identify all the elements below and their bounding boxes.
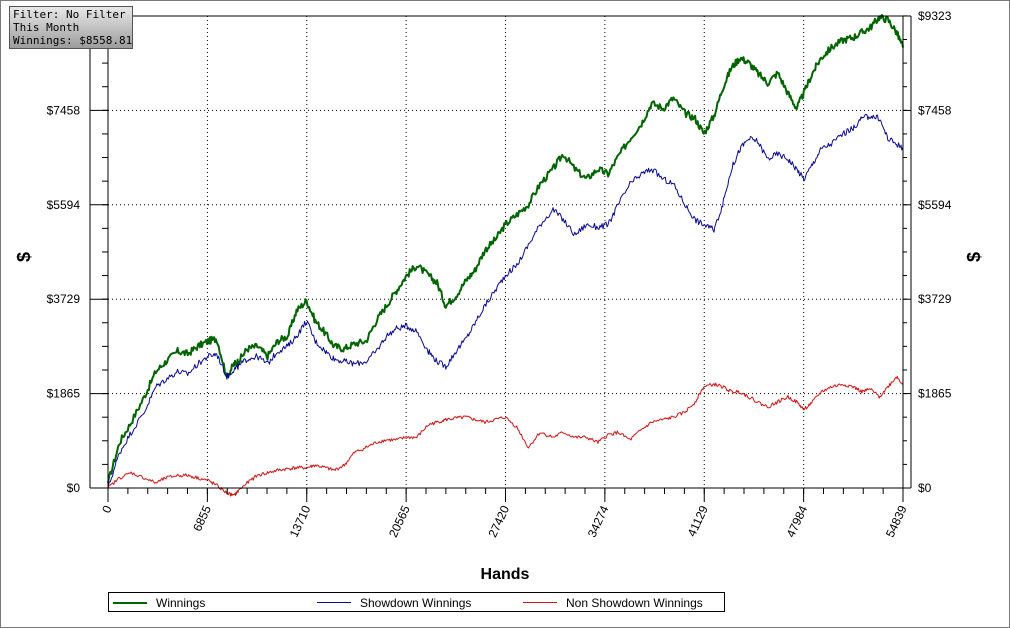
y-tick-label-left: $5594 — [47, 198, 81, 212]
y-tick-label-right: $0 — [918, 481, 932, 495]
legend-swatch-winnings — [113, 601, 147, 604]
filter-info-box: Filter: No Filter This Month Winnings: $… — [9, 6, 133, 49]
y-tick-label-right: $1865 — [918, 387, 952, 401]
y-tick-label-right: $5594 — [918, 198, 952, 212]
y-tick-label-left: $3729 — [47, 292, 81, 306]
period-label: This Month — [13, 21, 80, 34]
showdown-winnings-line — [107, 113, 904, 489]
y-tick-label-right: $9323 — [918, 9, 952, 23]
y-tick-label-left: $1865 — [47, 387, 81, 401]
filter-label: Filter: No Filter — [13, 8, 126, 21]
y-tick-label-right: $7458 — [918, 103, 952, 117]
legend-label-non-showdown: Non Showdown Winnings — [566, 595, 703, 610]
legend: Winnings Showdown Winnings Non Showdown … — [108, 592, 725, 612]
winnings-label: Winnings: $8558.81 — [13, 34, 133, 47]
legend-item-showdown: Showdown Winnings — [317, 595, 471, 610]
legend-swatch-non-showdown — [523, 602, 557, 603]
y-axis-title-left: $ — [14, 252, 34, 262]
legend-swatch-showdown — [317, 602, 351, 603]
axes: $0 $0 $1865 $1865 $3729 $3729 $5594 $5594 $7458 $… — [47, 9, 952, 540]
winnings-line — [107, 14, 904, 484]
y-axis-title-right: $ — [964, 252, 984, 262]
y-tick-label-right: $3729 — [918, 292, 952, 306]
legend-label-winnings: Winnings — [156, 595, 206, 610]
y-tick-label-left: $0 — [67, 481, 81, 495]
legend-item-winnings: Winnings — [113, 595, 205, 610]
x-axis-title: Hands — [481, 566, 530, 583]
grid-lines — [108, 16, 903, 488]
legend-item-non-showdown: Non Showdown Winnings — [523, 595, 703, 610]
legend-label-showdown: Showdown Winnings — [360, 595, 472, 610]
y-tick-label-left: $7458 — [47, 103, 81, 117]
